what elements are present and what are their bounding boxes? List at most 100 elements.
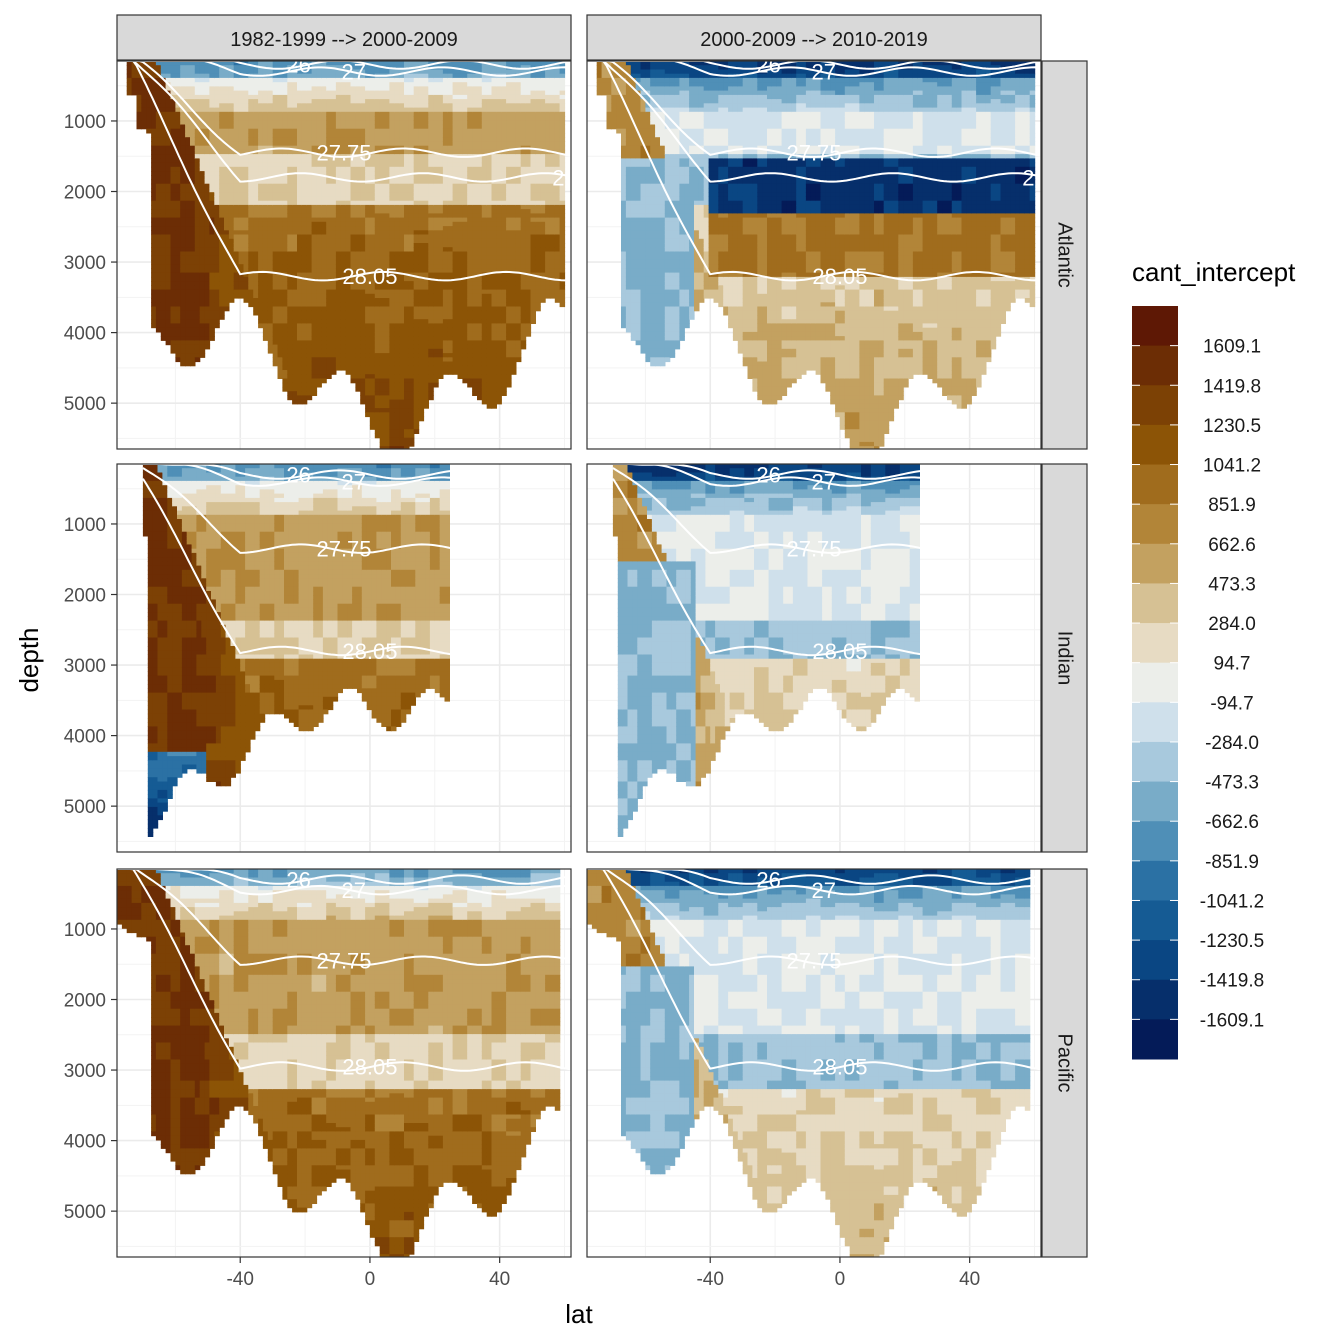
field-cell — [209, 255, 215, 261]
field-cell — [243, 145, 249, 151]
field-cell — [175, 310, 181, 316]
field-cell — [151, 281, 157, 286]
field-cell — [379, 281, 386, 286]
field-cell — [360, 209, 366, 214]
field-cell — [428, 264, 434, 269]
field-cell — [326, 340, 332, 346]
field-cell — [209, 298, 215, 303]
field-cell — [282, 166, 288, 172]
field-cell — [180, 61, 186, 66]
field-cell — [369, 158, 376, 164]
field-cell — [384, 226, 390, 231]
field-cell — [355, 204, 361, 210]
field-cell — [219, 315, 225, 320]
field-cell — [297, 204, 303, 210]
field-cell — [277, 116, 283, 121]
field-cell — [418, 111, 425, 117]
field-cell — [408, 433, 415, 439]
field-cell — [369, 259, 376, 265]
field-cell — [311, 196, 318, 202]
field-cell — [462, 374, 468, 379]
field-cell — [413, 323, 420, 329]
field-cell — [413, 395, 420, 401]
field-cell — [243, 124, 249, 130]
field-cell — [175, 289, 181, 295]
field-cell — [399, 395, 405, 401]
field-cell — [379, 433, 386, 439]
field-cell — [408, 204, 415, 210]
field-cell — [311, 116, 318, 121]
field-cell — [209, 107, 215, 113]
field-cell — [238, 162, 245, 168]
field-cell — [165, 281, 172, 286]
field-cell — [360, 82, 366, 87]
field-cell — [258, 323, 264, 329]
field-cell — [253, 310, 259, 316]
field-cell — [326, 370, 332, 375]
field-cell — [433, 268, 439, 274]
field-cell — [457, 200, 463, 206]
field-cell — [379, 196, 386, 202]
field-cell — [369, 412, 376, 418]
field-cell — [360, 158, 366, 164]
field-cell — [355, 281, 361, 286]
field-cell — [384, 247, 390, 252]
field-cell — [350, 200, 356, 206]
field-cell — [301, 61, 308, 66]
field-cell — [423, 149, 429, 155]
field-cell — [214, 162, 220, 168]
field-cell — [374, 408, 381, 413]
field-cell — [335, 336, 342, 341]
field-cell — [297, 281, 303, 286]
field-cell — [331, 217, 337, 223]
field-cell — [209, 149, 215, 155]
field-cell — [311, 336, 318, 341]
field-cell — [438, 128, 444, 134]
field-cell — [462, 361, 468, 367]
field-cell — [297, 344, 303, 350]
field-cell — [326, 188, 332, 193]
field-cell — [438, 357, 444, 363]
field-cell — [297, 221, 303, 227]
field-cell — [262, 133, 269, 138]
field-cell — [238, 90, 245, 96]
field-cell — [321, 166, 327, 172]
field-cell — [277, 336, 283, 341]
field-cell — [180, 86, 186, 92]
field-cell — [248, 82, 254, 87]
field-cell — [194, 353, 201, 358]
field-cell — [384, 416, 390, 422]
field-cell — [369, 425, 376, 430]
field-cell — [253, 306, 259, 312]
field-cell — [321, 251, 327, 257]
field-cell — [311, 272, 318, 278]
field-cell — [433, 331, 439, 337]
field-cell — [267, 272, 274, 278]
field-cell — [379, 276, 386, 282]
field-cell — [389, 315, 395, 320]
field-cell — [438, 327, 444, 333]
field-cell — [340, 340, 347, 346]
field-cell — [326, 69, 332, 75]
field-cell — [350, 259, 356, 265]
field-cell — [326, 171, 332, 176]
field-cell — [413, 298, 420, 303]
field-cell — [155, 116, 162, 121]
field-cell — [316, 289, 322, 295]
field-cell — [374, 403, 381, 409]
field-cell — [423, 137, 429, 142]
field-cell — [428, 395, 434, 401]
field-cell — [155, 302, 162, 308]
field-cell — [462, 281, 468, 286]
field-cell — [340, 221, 347, 227]
field-cell — [282, 247, 288, 252]
field-cell — [442, 116, 449, 121]
field-cell — [282, 217, 288, 223]
field-cell — [311, 86, 318, 92]
field-cell — [301, 217, 308, 223]
field-cell — [204, 107, 211, 113]
field-cell — [467, 209, 473, 214]
field-cell — [360, 340, 366, 346]
field-cell — [287, 276, 293, 282]
field-cell — [321, 327, 327, 333]
